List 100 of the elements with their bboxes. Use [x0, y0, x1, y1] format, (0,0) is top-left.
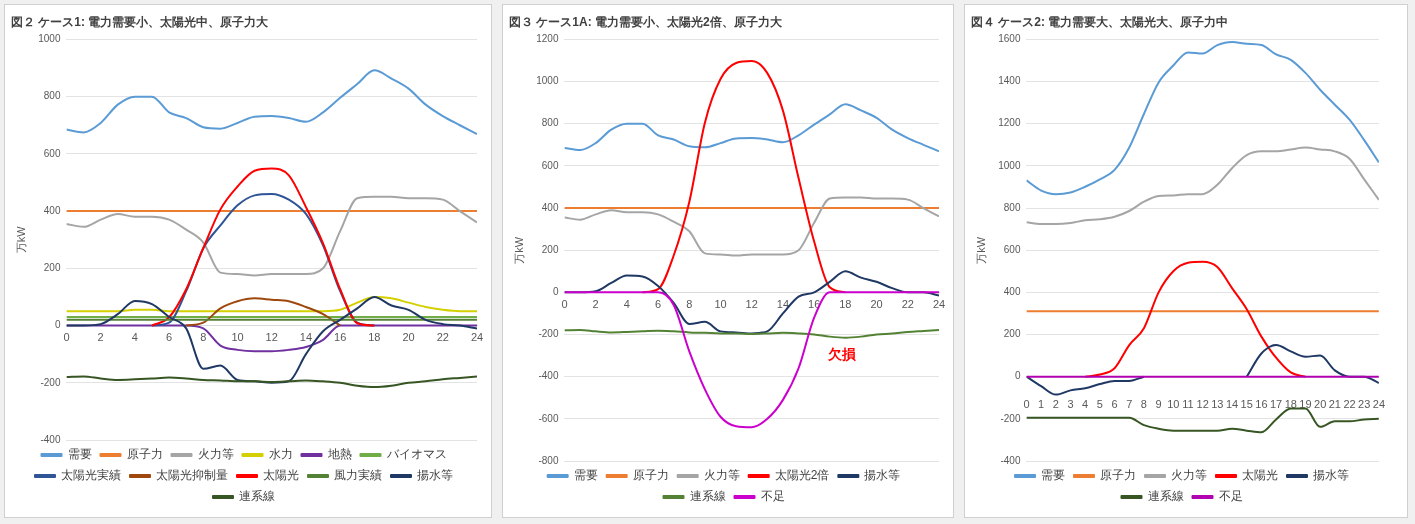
line-series [66, 295, 477, 313]
y-tick-label: -400 [1000, 454, 1021, 466]
x-tick-label: 7 [1126, 398, 1133, 411]
y-tick-label: -600 [538, 412, 559, 424]
line-series [66, 69, 477, 136]
y-axis-title: 万kW [512, 236, 525, 264]
y-tick-label: 600 [541, 159, 559, 171]
legend-label: 揚水等 [864, 468, 901, 483]
y-tick-label: 400 [541, 201, 559, 213]
x-tick-label: 1 [1038, 398, 1045, 411]
line-series [564, 103, 939, 153]
legend-label: 火力等 [1171, 468, 1207, 483]
legend-label: 原子力 [632, 468, 669, 483]
y-tick-label: -400 [538, 370, 559, 382]
y-tick-label: 400 [43, 204, 61, 216]
x-tick-label: 14 [299, 331, 313, 344]
x-tick-label: 23 [1358, 398, 1371, 411]
y-tick-label: -400 [40, 433, 61, 445]
x-tick-label: 2 [1052, 398, 1059, 411]
x-tick-label: 18 [1284, 398, 1297, 411]
legend-label: 連系線 [689, 489, 726, 504]
y-tick-label: 200 [1003, 328, 1021, 340]
line-series [1084, 260, 1307, 378]
legend-label: 揚水等 [1313, 468, 1349, 483]
legend-label: 不足 [760, 489, 785, 504]
line-series [66, 195, 477, 277]
legend-label: 需要 [573, 468, 598, 483]
legend-label: 需要 [67, 447, 92, 462]
y-tick-label: 0 [54, 319, 61, 331]
legend-label: 水力 [268, 447, 293, 462]
x-tick-label: 15 [1240, 398, 1253, 411]
legend-label: 原子力 [1100, 468, 1136, 483]
x-tick-label: 16 [334, 331, 347, 344]
x-tick-label: 11 [1182, 398, 1194, 411]
x-tick-label: 2 [592, 297, 599, 310]
x-tick-label: 6 [655, 297, 662, 310]
y-tick-label: 1000 [38, 33, 61, 45]
y-tick-label: 200 [43, 262, 61, 274]
line-series [564, 328, 939, 339]
x-tick-label: 22 [1343, 398, 1356, 411]
y-tick-label: 800 [1003, 201, 1021, 213]
x-tick-label: 5 [1096, 398, 1103, 411]
x-tick-label: 8 [686, 297, 693, 310]
legend-label: 太陽光2倍 [774, 468, 830, 483]
x-tick-label: 0 [561, 297, 568, 310]
x-tick-label: 2 [97, 331, 104, 344]
y-tick-label: 600 [43, 147, 61, 159]
legend-label: 連系線 [1147, 489, 1184, 504]
x-tick-label: 22 [901, 297, 914, 310]
y-tick-label: -200 [538, 328, 559, 340]
legend-label: 太陽光 [263, 468, 299, 483]
x-tick-label: 12 [1196, 398, 1209, 411]
legend-label: 需要 [1041, 468, 1065, 483]
x-tick-label: 20 [1314, 398, 1327, 411]
x-tick-label: 6 [166, 331, 173, 344]
y-tick-label: -200 [1000, 412, 1021, 424]
x-tick-label: 21 [1328, 398, 1341, 411]
legend-label: 揚水等 [417, 468, 453, 483]
line-series [1026, 146, 1379, 226]
x-tick-label: 10 [1167, 398, 1180, 411]
legend-label: 太陽光抑制量 [156, 468, 228, 483]
y-tick-label: 0 [552, 286, 559, 298]
x-tick-label: 20 [402, 331, 415, 344]
x-tick-label: 6 [1111, 398, 1118, 411]
legend-label: 連系線 [239, 489, 275, 504]
chart-title: 図４ ケース2: 電力需要大、太陽光大、原子力中 [971, 14, 1229, 29]
line-series [150, 167, 376, 327]
x-tick-label: 10 [714, 297, 727, 310]
x-tick-label: 14 [1225, 398, 1239, 411]
x-tick-label: 10 [231, 331, 244, 344]
x-tick-label: 9 [1155, 398, 1162, 411]
legend-label: 火力等 [197, 447, 234, 462]
x-tick-label: 20 [870, 297, 883, 310]
y-tick-label: -200 [40, 376, 61, 388]
legend-label: 火力等 [703, 468, 740, 483]
x-tick-label: 24 [1372, 398, 1386, 411]
y-tick-label: 400 [1003, 286, 1021, 298]
y-tick-label: -800 [538, 454, 559, 466]
line-series [185, 297, 342, 327]
x-tick-label: 24 [932, 297, 946, 310]
x-tick-label: 14 [776, 297, 790, 310]
y-tick-label: 1200 [536, 33, 559, 45]
x-tick-label: 22 [436, 331, 449, 344]
line-series [1026, 40, 1379, 196]
x-tick-label: 24 [470, 331, 484, 344]
y-axis-title: 万kW [14, 225, 27, 254]
x-tick-label: 17 [1269, 398, 1283, 411]
annotation: 欠損 [826, 346, 856, 363]
x-tick-label: 16 [1255, 398, 1268, 411]
y-tick-label: 200 [541, 243, 559, 255]
chart-title: 図２ ケース1: 電力需要小、太陽光中、原子力大 [11, 14, 270, 29]
y-tick-label: 1600 [998, 33, 1021, 45]
x-tick-label: 18 [368, 331, 381, 344]
x-tick-label: 8 [200, 331, 207, 344]
legend-label: バイオマス [385, 447, 447, 462]
y-tick-label: 1400 [998, 75, 1021, 87]
y-axis-title: 万kW [974, 236, 987, 264]
x-tick-label: 4 [623, 297, 630, 310]
line-series [66, 375, 477, 389]
y-tick-label: 800 [43, 90, 61, 102]
